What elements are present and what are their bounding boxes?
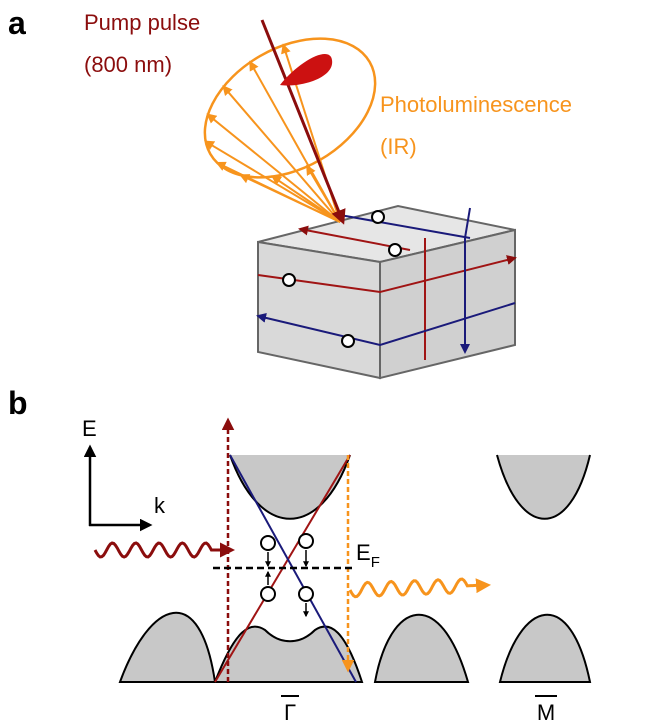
k-point: Γ xyxy=(284,700,296,725)
fermi-sub: F xyxy=(371,554,380,571)
bands xyxy=(120,455,590,682)
pl-label: (IR) xyxy=(380,134,417,159)
pump-label: (800 nm) xyxy=(84,52,172,77)
pl-wave xyxy=(350,579,488,597)
pump-wave xyxy=(95,543,232,557)
pump-label: Pump pulse xyxy=(84,10,200,35)
crystal xyxy=(258,206,515,378)
axis-label: k xyxy=(154,493,166,518)
axis-label: E xyxy=(82,416,97,441)
panel-label: b xyxy=(8,385,28,421)
pl-ray xyxy=(206,142,340,222)
figure: a Pump pulse (800 nm) Photoluminescence … xyxy=(0,0,655,725)
fermi-label: EF xyxy=(356,540,380,571)
fermi-main: E xyxy=(356,540,371,565)
emission-cone xyxy=(180,10,399,206)
panel-label: a xyxy=(8,5,26,41)
k-point: M xyxy=(537,700,555,725)
pl-label: Photoluminescence xyxy=(380,92,572,117)
pl-ray xyxy=(250,62,340,222)
pl-ray xyxy=(224,87,340,222)
